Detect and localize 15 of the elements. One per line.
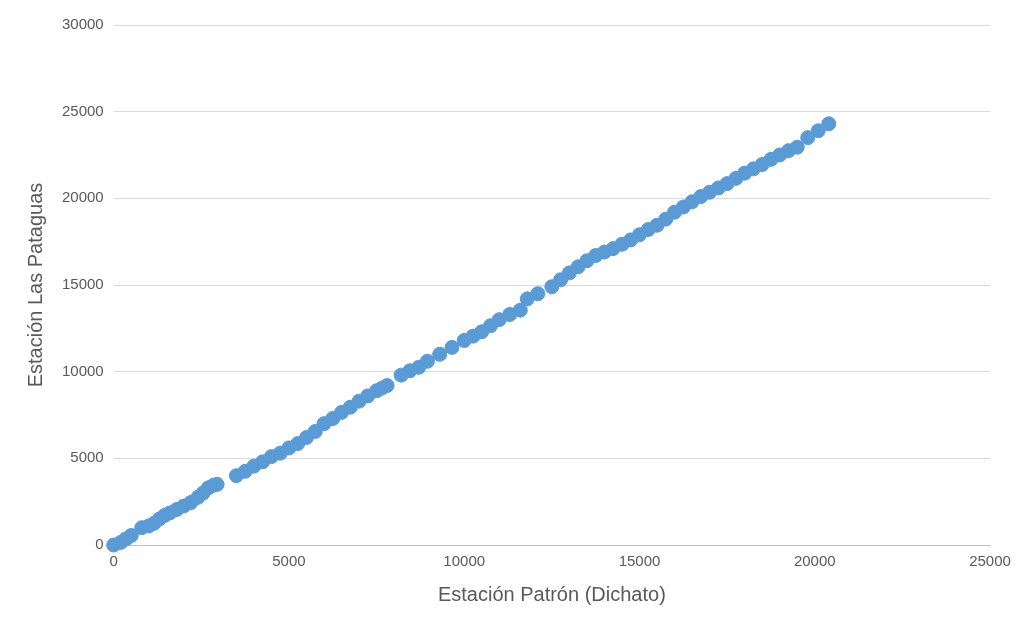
x-tick-label: 20000 [793,552,836,570]
x-tick-label: 25000 [969,552,1011,570]
x-tick-label: 5000 [272,552,306,570]
x-tick-label: 15000 [618,552,661,570]
y-tick-label: 20000 [61,188,104,206]
x-tick-label: 0 [109,552,118,570]
x-axis-title: Estación Patrón (Dichato) [437,582,666,605]
y-tick-label: 0 [95,535,104,553]
y-tick-label: 5000 [70,448,104,466]
x-tick-label: 10000 [443,552,486,570]
y-axis-title: Estación Las Pataguas [23,182,46,388]
y-tick-label: 15000 [61,275,104,293]
y-tick-label: 30000 [61,15,104,33]
y-tick-label: 25000 [61,101,104,119]
y-tick-label: 10000 [61,361,104,379]
